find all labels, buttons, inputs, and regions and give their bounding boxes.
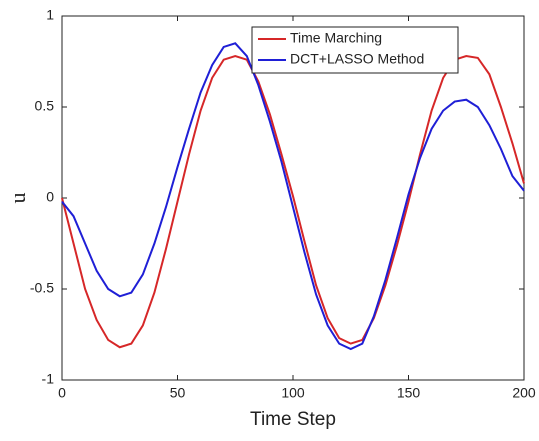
y-tick-label: 0.5 [35, 98, 55, 114]
y-tick-label: -0.5 [30, 280, 54, 296]
x-axis-label: Time Step [250, 409, 336, 430]
data-line [61, 54, 525, 349]
legend-box [251, 26, 459, 74]
x-tick-label: 50 [170, 385, 186, 401]
x-tick-label: 100 [281, 385, 305, 401]
x-tick-label: 150 [397, 385, 421, 401]
y-tick-label: 0 [46, 189, 54, 205]
y-tick-label: -1 [42, 371, 55, 387]
legend-label: DCT+LASSO Method [290, 51, 424, 67]
y-tick-label: 1 [46, 7, 54, 23]
x-tick-label: 0 [58, 385, 66, 401]
legend-label: Time Marching [290, 30, 382, 46]
data-line [61, 42, 525, 351]
y-axis-label: u [5, 193, 30, 204]
x-tick-label: 200 [512, 385, 536, 401]
